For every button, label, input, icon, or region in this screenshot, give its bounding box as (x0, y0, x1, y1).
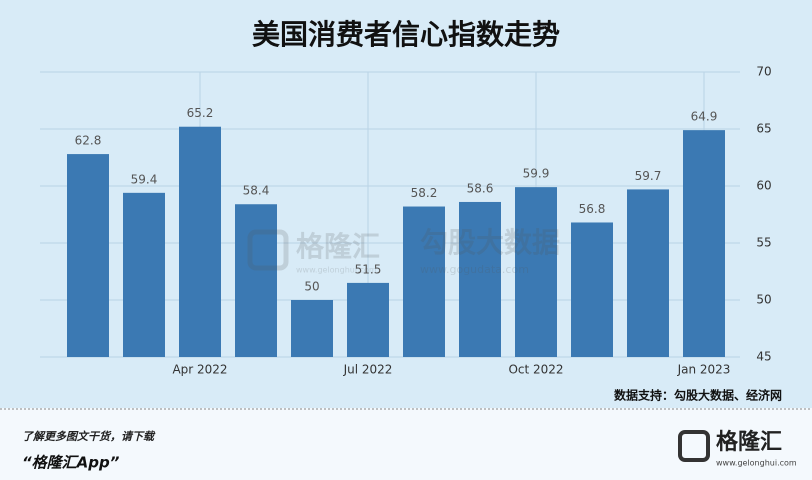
bar (347, 282, 389, 357)
y-tick-label: 55 (756, 236, 771, 250)
value-label: 64.9 (691, 110, 718, 124)
bar (291, 300, 333, 357)
bar (403, 206, 445, 357)
bar (627, 189, 669, 357)
watermark: 格隆汇 www.gelonghui.com 勾股大数据 www.gogudata… (247, 226, 560, 276)
bar (571, 222, 613, 357)
y-tick-label: 60 (756, 179, 771, 193)
watermark-url: www.gogudata.com (420, 263, 529, 276)
source: 数据支持：勾股大数据、经济网 (614, 388, 782, 403)
value-label: 59.7 (635, 169, 662, 183)
value-label: 50 (304, 280, 319, 294)
x-tick-label: Jan 2023 (677, 363, 731, 377)
value-label: 58.6 (467, 181, 494, 195)
value-label: 62.8 (75, 134, 102, 148)
footer-app: “格隆汇App” (22, 454, 120, 472)
y-tick-label: 70 (756, 65, 771, 79)
watermark-text: 勾股大数据 (420, 226, 560, 259)
value-label: 58.4 (243, 184, 270, 198)
y-tick-label: 45 (756, 350, 771, 364)
footer-text: 了解更多图文干货，请下载 (22, 430, 156, 443)
value-label: 59.4 (131, 172, 158, 186)
x-tick-label: Apr 2022 (172, 363, 227, 377)
logo-url: www.gelonghui.com (716, 459, 797, 468)
x-tick-label: Jul 2022 (343, 363, 393, 377)
value-label: 56.8 (579, 202, 606, 216)
footer-background (0, 408, 812, 480)
bar (123, 192, 165, 357)
logo-text: 格隆汇 (716, 429, 782, 455)
bar (515, 187, 557, 357)
value-label: 51.5 (355, 262, 382, 276)
x-tick-label: Oct 2022 (508, 363, 563, 377)
value-label: 58.2 (411, 186, 438, 200)
logo-icon (678, 430, 710, 462)
bar (235, 204, 277, 357)
watermark-url: www.gelonghui.com (296, 266, 377, 275)
bar (459, 201, 501, 357)
watermark-icon (247, 229, 289, 271)
y-tick-label: 65 (756, 122, 771, 136)
bar (67, 154, 109, 357)
watermark-text: 格隆汇 (296, 230, 380, 263)
bar (179, 126, 221, 357)
value-label: 59.9 (523, 167, 550, 181)
y-tick-label: 50 (756, 293, 771, 307)
bar (683, 130, 725, 357)
chart-title: 美国消费者信心指数走势 (252, 18, 560, 51)
value-label: 65.2 (187, 106, 214, 120)
